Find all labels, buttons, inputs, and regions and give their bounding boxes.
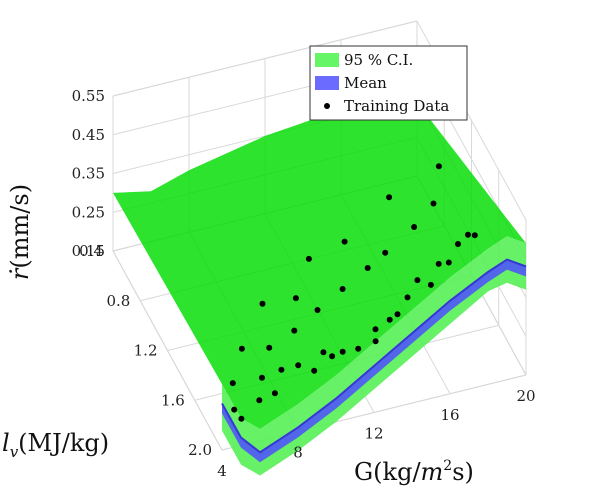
training-point-30	[291, 327, 298, 334]
training-point-31	[266, 344, 273, 351]
ci-front-band	[222, 236, 526, 476]
surface-layer	[113, 102, 527, 476]
y-tick-label: 0.4	[79, 242, 103, 260]
y-tick-label: 2.0	[188, 441, 212, 459]
y-tick-label: 0.8	[106, 292, 130, 310]
training-point-28	[339, 286, 346, 292]
x-tick-label: 12	[364, 425, 383, 443]
x-tick-label: 4	[217, 462, 227, 480]
training-point-9	[329, 353, 336, 360]
training-point-27	[364, 265, 371, 271]
training-point-2	[256, 397, 263, 404]
x-tick-label: 8	[293, 443, 303, 461]
x-tick-label: 20	[516, 387, 535, 405]
training-point-4	[271, 390, 278, 397]
training-point-1	[231, 406, 238, 413]
x-tick-label: 16	[440, 406, 459, 424]
x-axis-label: G(kg/m2s)	[354, 458, 474, 486]
training-point-18	[427, 281, 434, 288]
z-tick-label: 0.55	[72, 87, 105, 105]
legend: 95 % C.I. Mean Training Data	[309, 45, 468, 121]
legend-label-mean: Mean	[344, 74, 387, 92]
backwall-grid-z-4	[112, 20, 418, 97]
legend-label-training: Training Data	[344, 97, 449, 115]
training-point-19	[435, 260, 442, 267]
z-tick-label: 0.45	[72, 126, 105, 144]
training-point-34	[292, 295, 299, 302]
training-point-38	[305, 255, 312, 262]
mean-band	[222, 259, 526, 463]
training-point-20	[445, 259, 452, 266]
training-point-0	[238, 415, 245, 422]
training-point-37	[435, 163, 442, 170]
training-point-33	[229, 380, 236, 387]
training-point-3	[259, 374, 265, 381]
training-point-6	[295, 362, 302, 369]
training-point-24	[430, 200, 437, 207]
training-point-7	[311, 367, 318, 374]
training-point-39	[259, 300, 266, 307]
training-point-36	[386, 194, 393, 201]
training-point-32	[238, 345, 245, 352]
training-point-14	[386, 316, 393, 323]
training-point-25	[411, 224, 418, 230]
legend-marker-training	[324, 103, 330, 109]
training-point-11	[355, 345, 362, 352]
y-tick-label: 1.6	[161, 391, 185, 409]
z-tick-label: 0.15	[72, 242, 105, 260]
training-point-22	[465, 231, 471, 238]
training-point-17	[414, 277, 421, 284]
z-tick-label: 0.35	[72, 165, 105, 183]
training-point-29	[314, 307, 321, 313]
training-point-35	[341, 238, 348, 245]
y-tick-label: 1.2	[134, 342, 158, 360]
training-point-26	[382, 249, 389, 256]
training-point-16	[404, 294, 411, 301]
training-point-12	[372, 338, 379, 345]
training-point-15	[394, 311, 401, 318]
mean-line	[221, 258, 527, 454]
training-point-13	[372, 326, 379, 333]
legend-swatch-ci	[315, 53, 339, 67]
training-point-23	[471, 232, 478, 239]
legend-swatch-mean	[315, 76, 339, 90]
z-axis-label: ṙ(mm/s)	[6, 184, 34, 280]
ci-upper-surface	[113, 102, 526, 430]
training-point-10	[339, 348, 346, 355]
training-points	[229, 163, 478, 422]
tick-labels: 4 8 12 16 20 0.4 0.8 1.2 1.6 2.0 0.15 0.25 0.35 0.45 0…	[72, 87, 536, 480]
training-point-5	[278, 366, 285, 373]
legend-label-ci: 95 % C.I.	[344, 51, 413, 69]
training-point-8	[320, 349, 327, 356]
z-tick-label: 0.25	[72, 203, 105, 221]
y-axis-label: lv(MJ/kg)	[2, 429, 109, 461]
training-point-21	[455, 241, 461, 247]
